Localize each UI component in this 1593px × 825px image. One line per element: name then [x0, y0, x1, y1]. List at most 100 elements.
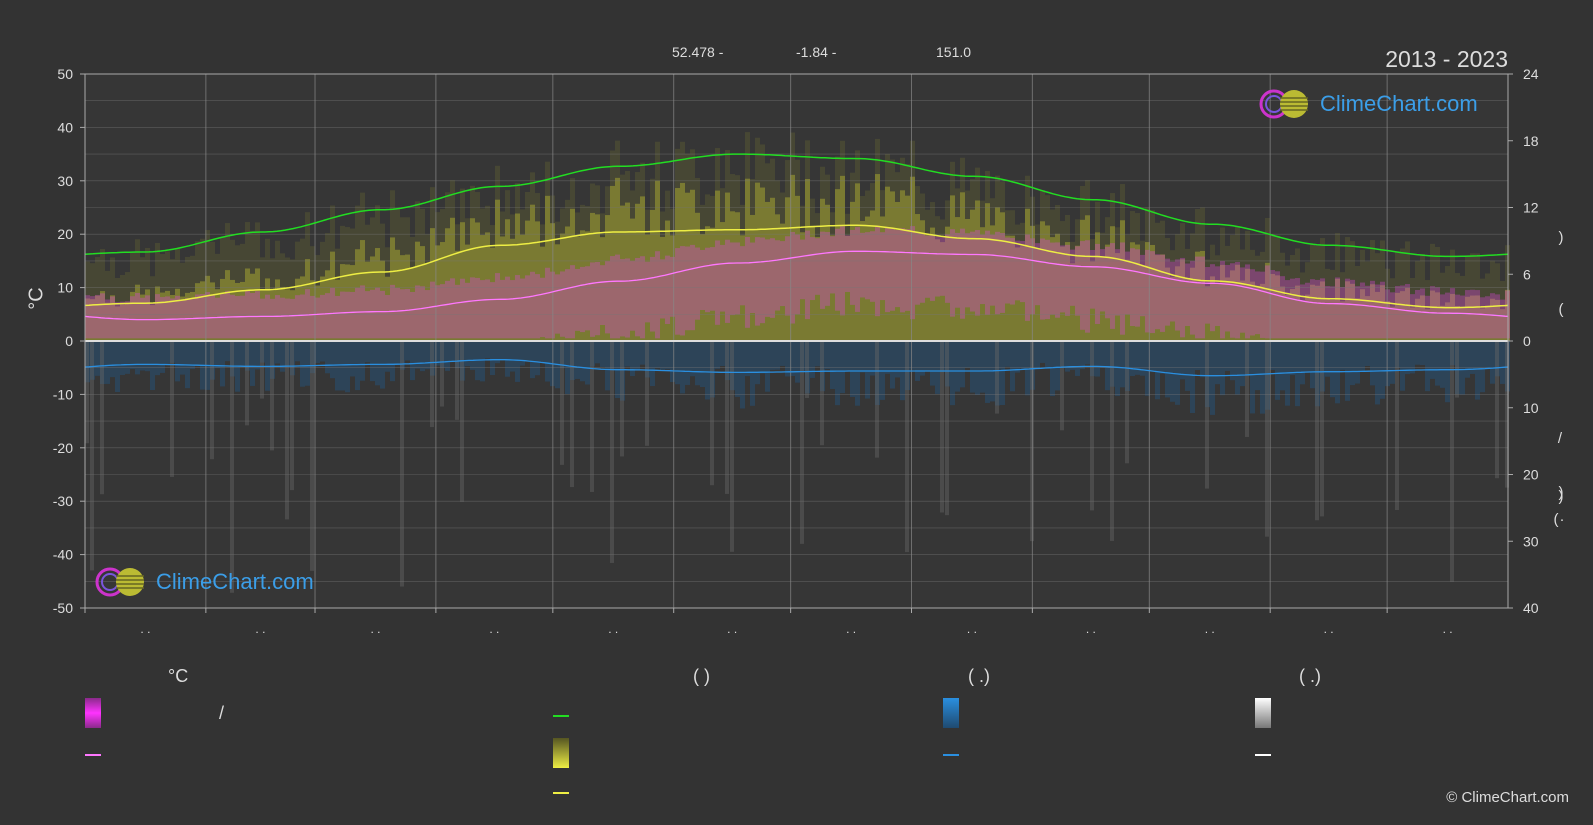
sunshine-band	[930, 227, 935, 341]
temp-range-band	[645, 261, 650, 323]
precip-band	[1085, 341, 1090, 365]
sunshine-band	[615, 177, 620, 341]
daylight-band	[935, 216, 940, 341]
daylight-band	[1245, 230, 1250, 341]
legend-temp-range-swatch	[85, 698, 101, 728]
precip-band	[320, 341, 325, 362]
legend-precip-line	[943, 754, 959, 756]
daylight-band	[655, 141, 660, 341]
temp-range-band	[205, 292, 210, 339]
precip-band	[295, 341, 300, 362]
sunshine-band	[845, 235, 850, 341]
daylight-band	[995, 175, 1000, 341]
precip-band	[1465, 341, 1470, 378]
precip-band	[1415, 341, 1420, 365]
daylight-band	[1410, 277, 1415, 341]
sunshine-band	[915, 214, 920, 341]
daylight-band	[1160, 220, 1165, 341]
daylight-band	[235, 245, 240, 341]
month-label: . .	[967, 622, 977, 636]
temp-range-band	[1315, 279, 1320, 339]
precip-band	[560, 341, 565, 369]
temp-range-band	[165, 296, 170, 339]
precip-band	[885, 341, 890, 374]
sunshine-band	[1280, 286, 1285, 341]
daylight-band	[1255, 255, 1260, 341]
snow-band	[170, 341, 174, 477]
precip-band	[255, 341, 260, 370]
temp-range-band	[1495, 294, 1500, 339]
legend-sunshine-swatch	[553, 738, 569, 768]
precip-band	[955, 341, 960, 392]
left-tick-label: 40	[57, 119, 73, 135]
temp-range-band	[500, 279, 505, 339]
daylight-band	[220, 237, 225, 341]
temp-range-band	[845, 235, 850, 292]
precip-band	[800, 341, 805, 372]
temp-range-band	[1260, 271, 1265, 338]
daylight-band	[835, 156, 840, 341]
daylight-band	[1190, 233, 1195, 341]
temp-range-band	[1180, 257, 1185, 338]
temp-range-band	[940, 237, 945, 296]
precip-band	[1315, 341, 1320, 407]
precip-band	[360, 341, 365, 381]
legend-precip-swatch	[943, 698, 959, 728]
daylight-band	[345, 227, 350, 341]
legend-temp-range-separator: /	[219, 703, 225, 723]
temp-range-band	[450, 278, 455, 339]
sunshine-band	[95, 295, 100, 341]
daylight-band	[715, 148, 720, 341]
daylight-band	[445, 192, 450, 341]
sunshine-band	[1290, 288, 1295, 341]
temp-range-band	[1285, 280, 1290, 339]
temp-range-band	[1420, 288, 1425, 339]
precip-band	[860, 341, 865, 373]
daylight-band	[650, 178, 655, 341]
precip-band	[95, 341, 100, 376]
sunshine-band	[740, 235, 745, 341]
climechart-logo-icon	[95, 567, 144, 597]
series-lines	[84, 153, 1509, 377]
temp-range-band	[965, 233, 970, 308]
precip-band	[760, 341, 765, 374]
sunshine-band	[360, 240, 365, 341]
precip-band	[435, 341, 440, 366]
temp-range-band	[1235, 261, 1240, 339]
sunshine-band	[1005, 235, 1010, 341]
precip-band	[190, 341, 195, 370]
precip-band	[1140, 341, 1145, 376]
right-bottom-tick-label: 40	[1523, 600, 1539, 616]
sunshine-band	[390, 237, 395, 341]
precip-band	[1355, 341, 1360, 384]
copyright: © ClimeChart.com	[1446, 789, 1569, 806]
daylight-band	[1375, 253, 1380, 341]
temp-range-band	[305, 289, 310, 339]
temp-range-band	[1190, 260, 1195, 335]
sunshine-band	[155, 286, 160, 341]
daylight-band	[490, 225, 495, 341]
temp-range-band	[1445, 292, 1450, 339]
daylight-band	[1350, 241, 1355, 341]
precip-band	[1410, 341, 1415, 374]
sunshine-band	[195, 283, 200, 341]
temp-range-band	[885, 227, 890, 313]
precip-band	[1210, 341, 1215, 415]
temp-range-band	[395, 287, 400, 339]
daylight-band	[510, 214, 515, 341]
snow-band	[1320, 341, 1324, 517]
sunshine-band	[1165, 267, 1170, 341]
daylight-band	[255, 222, 260, 341]
sunshine-band	[1205, 286, 1210, 341]
month-label: . .	[727, 622, 737, 636]
sunshine-band	[590, 212, 595, 341]
logo-top-text: ClimeChart.com	[1320, 91, 1478, 116]
sunshine-band	[565, 226, 570, 341]
precip-band	[365, 341, 370, 363]
daylight-band	[700, 204, 705, 341]
legend-snow-line	[1255, 754, 1271, 756]
daylight-band	[665, 190, 670, 341]
temp-range-band	[810, 237, 815, 301]
sunshine-band	[685, 192, 690, 341]
snow-band	[310, 341, 314, 571]
